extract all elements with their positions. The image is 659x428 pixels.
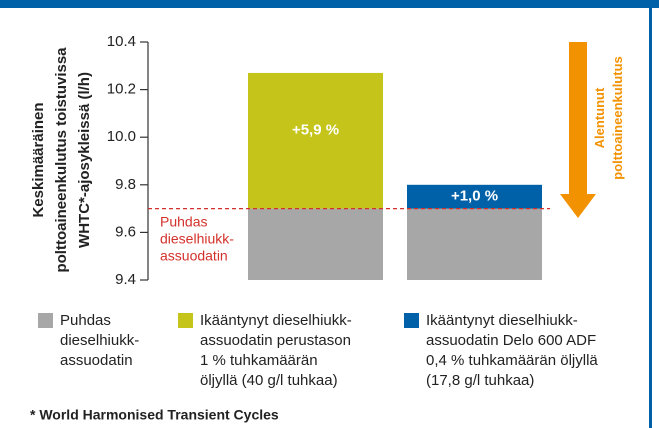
legend-swatch — [178, 313, 193, 328]
bar-segment — [248, 208, 383, 280]
y-tick-label: 9.8 — [115, 176, 136, 193]
y-tick-label: 9.6 — [115, 223, 136, 240]
frame-top — [0, 0, 659, 8]
y-tick-label: 10.2 — [107, 81, 136, 98]
y-tick-label: 9.4 — [115, 271, 136, 288]
arrow-label: Alentunut polttoaineenkulutus — [592, 56, 625, 180]
bar-segment — [248, 72, 383, 209]
legend-label: Ikääntynyt dieselhiukk-assuodatin perust… — [200, 312, 352, 389]
bar-segment — [407, 184, 542, 209]
reference-label: Puhdas dieselhiukk-assuodatin — [160, 213, 234, 263]
bar-segment — [407, 208, 542, 280]
y-tick-label: 10.4 — [107, 33, 136, 50]
footnote: * World Harmonised Transient Cycles — [30, 407, 279, 423]
arrow-head — [560, 194, 596, 218]
y-tick-label: 10.0 — [107, 128, 136, 145]
legend-label: Ikääntynyt dieselhiukk-assuodatin Delo 6… — [426, 312, 598, 389]
frame-right — [649, 0, 652, 428]
legend-label: Puhdas dieselhiukk-assuodatin — [60, 312, 139, 369]
bar-annotation: +1,0 % — [451, 188, 498, 205]
legend-swatch — [404, 313, 419, 328]
legend-swatch — [38, 313, 53, 328]
bar-annotation: +5,9 % — [292, 122, 339, 139]
arrow-shaft — [569, 42, 587, 194]
y-axis-label: Keskimääräinen polttoaineenkulutus toistu… — [30, 47, 93, 273]
